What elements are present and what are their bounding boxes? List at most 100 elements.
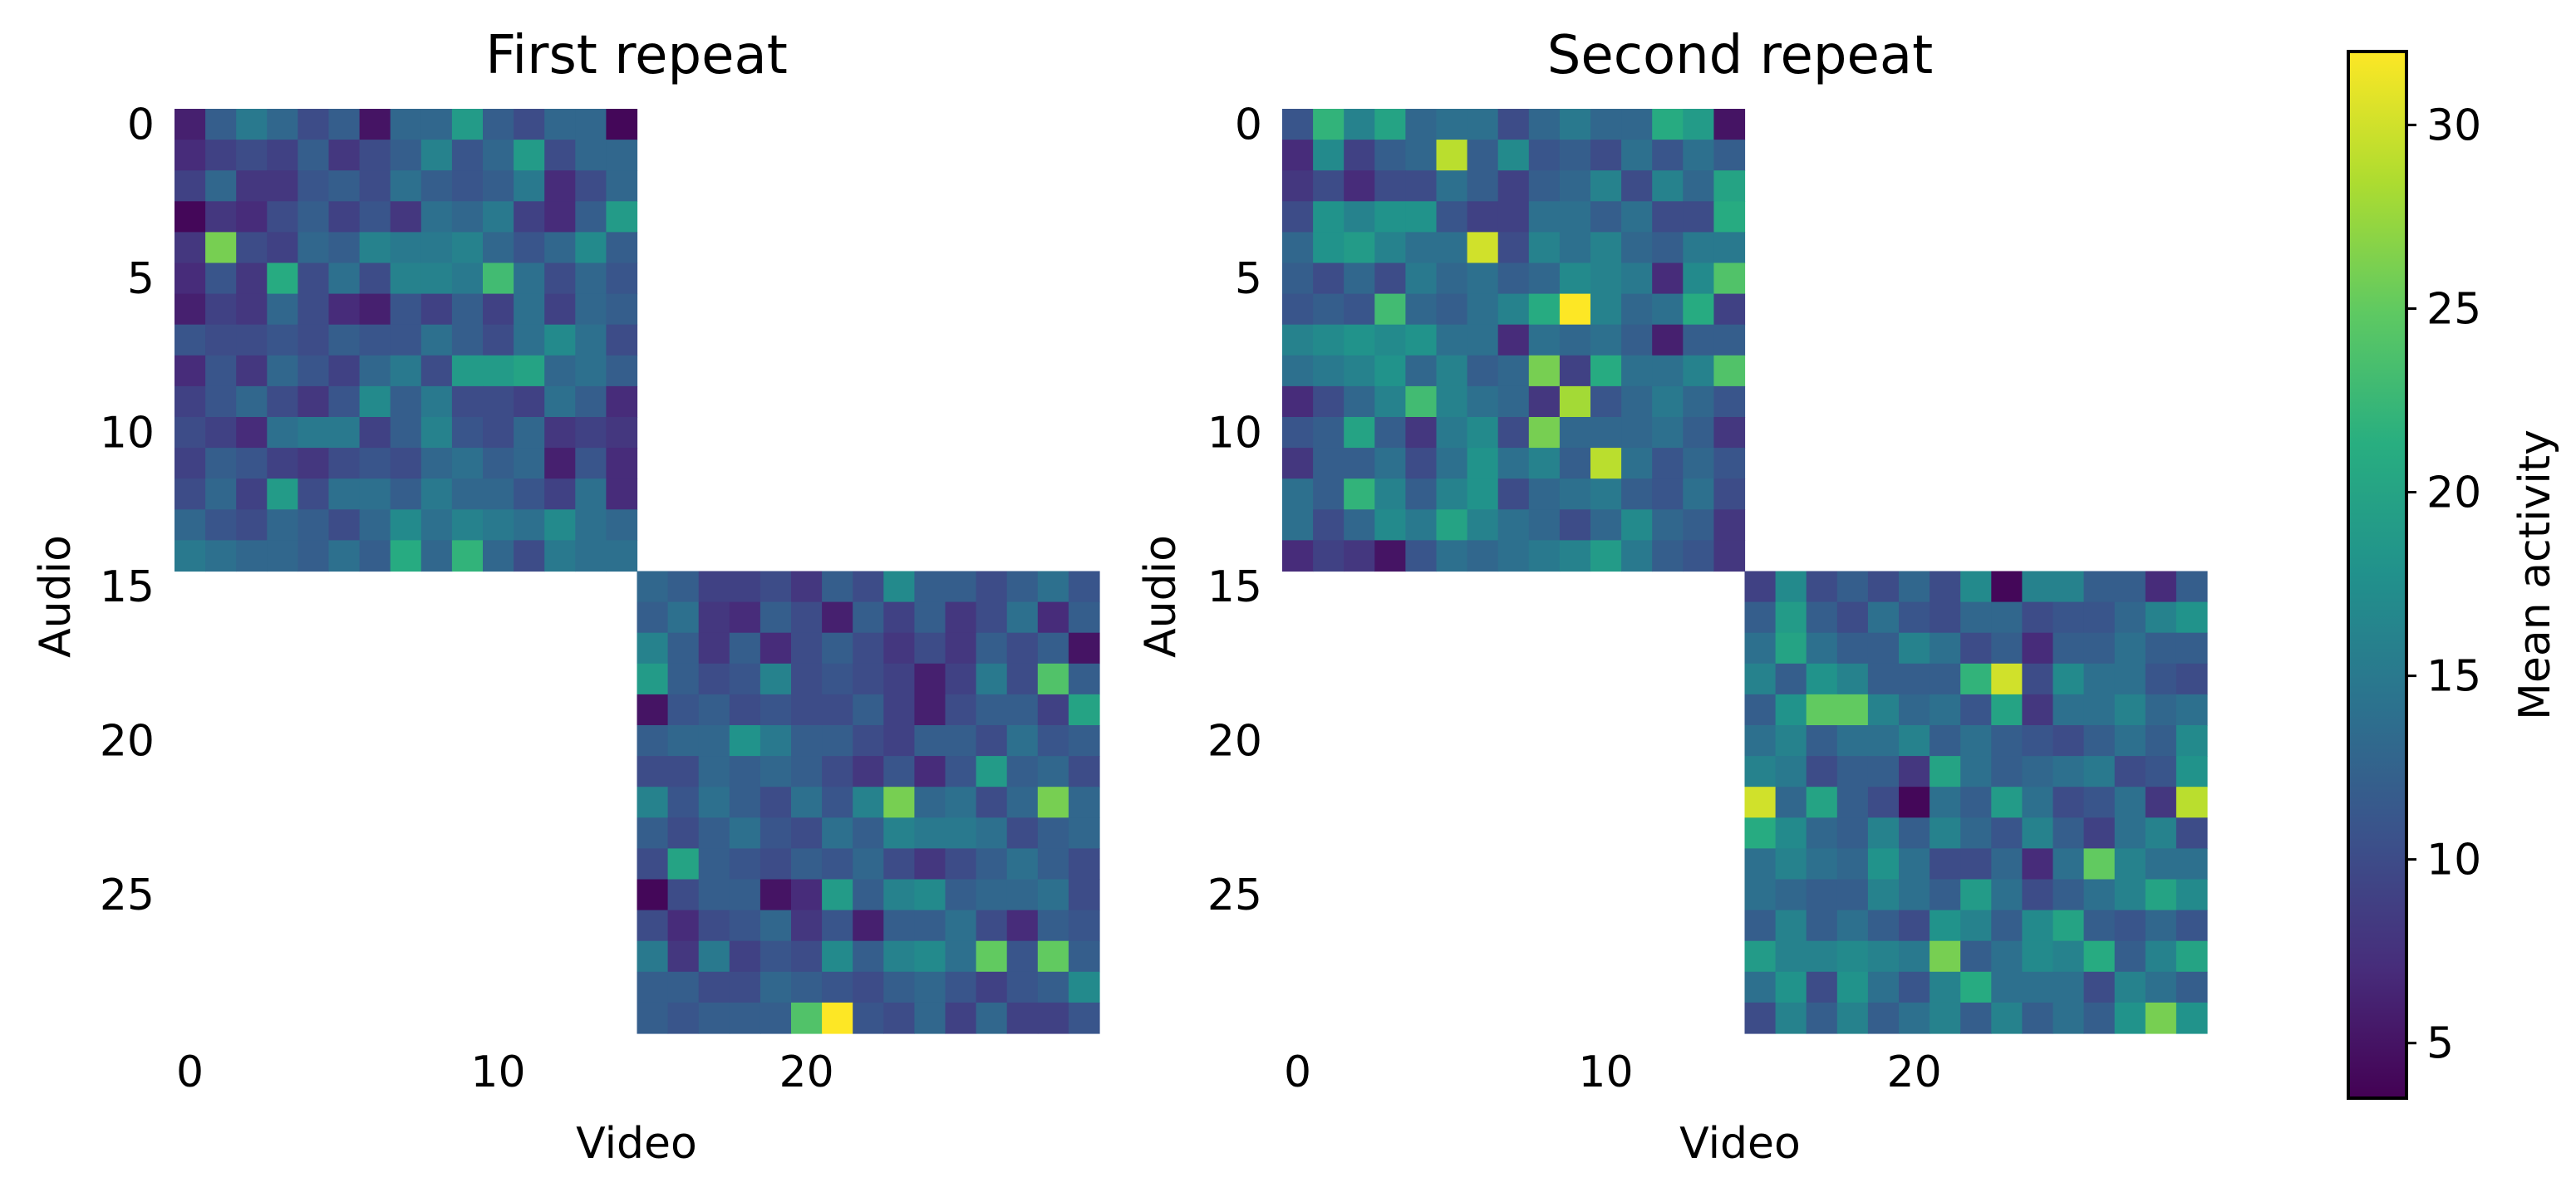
heatmap-cell [883, 910, 915, 942]
heatmap-cell [945, 725, 977, 757]
heatmap-cell [914, 971, 946, 1003]
heatmap-cell [1374, 232, 1406, 264]
heatmap-cell [1037, 787, 1069, 818]
heatmap-cell [1436, 540, 1468, 572]
heatmap-cell [1497, 448, 1530, 479]
heatmap-cell [1991, 571, 2023, 603]
heatmap-cell [637, 817, 669, 849]
heatmap-cell [1621, 478, 1653, 510]
heatmap-cell [483, 109, 514, 140]
heatmap-cell [514, 232, 545, 264]
heatmap-cell [544, 232, 576, 264]
heatmap-cell [1806, 817, 1838, 849]
heatmap-cell [1282, 417, 1314, 449]
heatmap-cell [822, 879, 853, 911]
heatmap-cell [760, 971, 792, 1003]
heatmap-cell [606, 262, 638, 295]
heatmap-cell [2022, 663, 2054, 695]
heatmap-cell [1806, 632, 1838, 665]
y-tick-label: 10 [100, 409, 155, 459]
heatmap-cell [822, 787, 853, 818]
heatmap-cell [729, 910, 761, 942]
heatmap-cell [1559, 448, 1591, 479]
heatmap-cell [822, 571, 853, 603]
heatmap-cell [698, 1002, 730, 1034]
heatmap-cell [822, 756, 853, 787]
heatmap-cell [267, 417, 298, 449]
heatmap-cell [1436, 478, 1468, 510]
heatmap-cell [175, 448, 206, 479]
heatmap-cell [1037, 940, 1069, 973]
heatmap-cell [1621, 540, 1653, 572]
heatmap-cell [1744, 571, 1777, 603]
heatmap-cell [297, 355, 330, 387]
heatmap-cell [760, 601, 792, 634]
heatmap-cell [698, 756, 730, 787]
heatmap-cell [451, 509, 484, 541]
heatmap-cell [1559, 324, 1591, 356]
heatmap-cell [1068, 694, 1100, 726]
heatmap-cell [698, 571, 730, 603]
heatmap-cell [483, 170, 514, 202]
heatmap-cell [1652, 478, 1684, 510]
heatmap-cell [1836, 971, 1869, 1003]
heatmap-cell [1713, 140, 1746, 171]
heatmap-cell [1652, 540, 1684, 572]
heatmap-cell [575, 355, 607, 387]
heatmap-cell [1683, 355, 1714, 387]
heatmap-cell [483, 201, 514, 233]
heatmap-cell [1867, 694, 1900, 726]
heatmap-cell [359, 140, 391, 171]
heatmap-cell [822, 971, 853, 1003]
heatmap-cell [2145, 725, 2177, 757]
heatmap-cell [390, 509, 422, 541]
heatmap-cell [1374, 262, 1406, 295]
heatmap-cell [1497, 170, 1530, 202]
heatmap-cell [606, 478, 638, 510]
heatmap-cell [1344, 201, 1375, 233]
heatmap-cell [883, 879, 915, 911]
heatmap-cell [1467, 385, 1499, 418]
heatmap-cell [175, 232, 206, 264]
heatmap-cell [1037, 756, 1069, 787]
heatmap-cell [1960, 571, 1992, 603]
heatmap-cell [1713, 109, 1746, 140]
heatmap-cell [1836, 571, 1869, 603]
heatmap-cell [2052, 694, 2085, 726]
heatmap-cell [420, 262, 453, 295]
heatmap-cell [544, 140, 576, 171]
heatmap-cell [1528, 232, 1561, 264]
heatmap-cell [297, 417, 330, 449]
heatmap-cell [1528, 293, 1561, 326]
heatmap-cell [1930, 910, 1961, 942]
heatmap-cell [1960, 971, 1992, 1003]
heatmap-cell [698, 971, 730, 1003]
heatmap-cell [1528, 417, 1561, 449]
heatmap-cell [297, 509, 330, 541]
heatmap-cell [1991, 879, 2023, 911]
heatmap-cell [1559, 170, 1591, 202]
heatmap-cell [1313, 170, 1345, 202]
heatmap-cell [637, 756, 669, 787]
heatmap-cell [1313, 201, 1345, 233]
heatmap-cell [1775, 787, 1807, 818]
heatmap-cell [853, 787, 884, 818]
heatmap-cell [1775, 725, 1807, 757]
heatmap-cell [2175, 1002, 2208, 1034]
heatmap-cell [1344, 448, 1375, 479]
heatmap-cell [2083, 971, 2116, 1003]
heatmap-cell [390, 324, 422, 356]
heatmap-cell [2083, 879, 2116, 911]
heatmap-cell [2145, 910, 2177, 942]
heatmap-cell [544, 201, 576, 233]
heatmap-cell [976, 632, 1008, 665]
heatmap-cell [606, 232, 638, 264]
heatmap-cell [1037, 817, 1069, 849]
heatmap-cell [1068, 571, 1100, 603]
heatmap-cell [205, 201, 237, 233]
heatmap-cell [1068, 879, 1100, 911]
heatmap-cell [1037, 910, 1069, 942]
heatmap-cell [1867, 910, 1900, 942]
heatmap-cell [1405, 170, 1438, 202]
